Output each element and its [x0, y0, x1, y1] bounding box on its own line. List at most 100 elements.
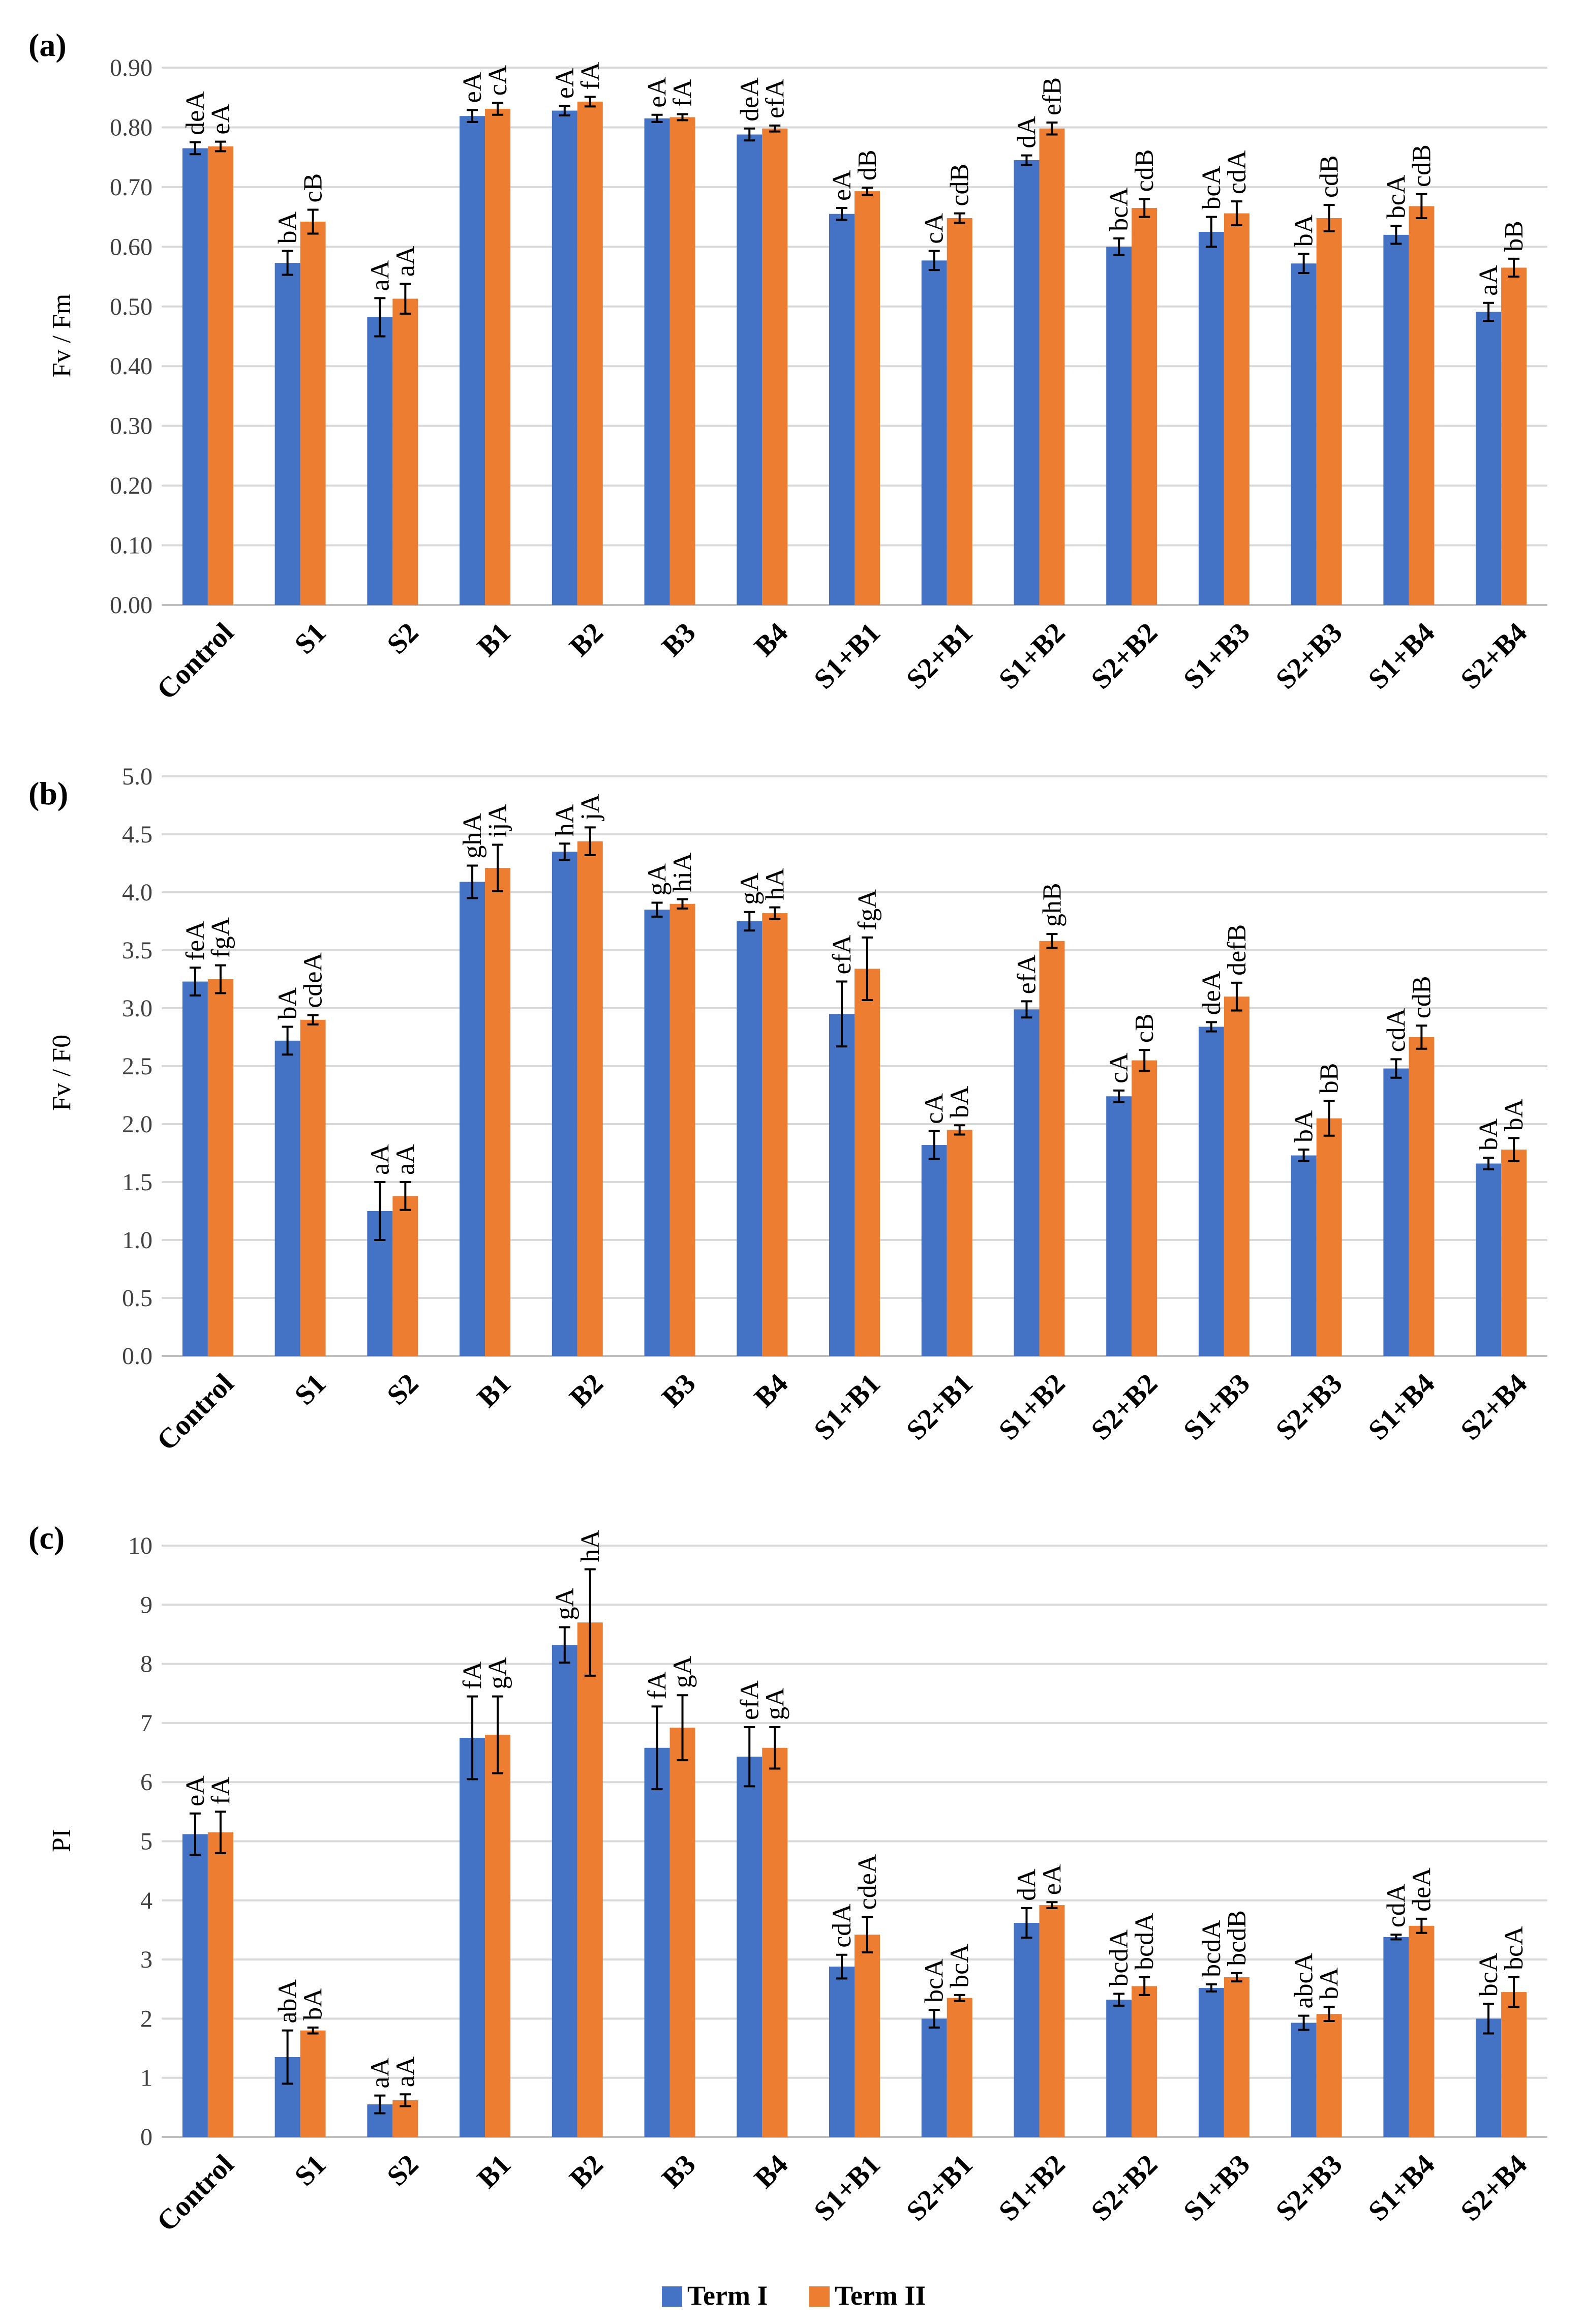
bar [182, 1834, 208, 2137]
bar [1501, 1150, 1527, 1356]
category-label: S1+B4 [1362, 1368, 1441, 1446]
significance-label: bA [1500, 1098, 1529, 1131]
significance-label: aA [365, 2058, 394, 2089]
bar [921, 260, 947, 605]
significance-label: hA [576, 1530, 605, 1562]
bar [1039, 941, 1065, 1356]
panel-label: (a) [28, 27, 67, 63]
bar [1198, 1027, 1224, 1356]
significance-label: efA [1012, 954, 1041, 994]
category-label: S1+B3 [1177, 617, 1256, 695]
bar [485, 1735, 511, 2137]
bar [947, 1998, 972, 2137]
bar [182, 148, 208, 605]
significance-label: bcA [946, 1944, 974, 1988]
bar [1039, 128, 1065, 605]
bar [460, 882, 485, 1356]
bar [762, 913, 788, 1356]
significance-label: hA [760, 868, 789, 900]
significance-label: bA [1315, 1967, 1344, 2000]
y-tick-label: 5.0 [122, 763, 153, 790]
significance-label: hiA [668, 852, 697, 892]
bar [460, 116, 485, 605]
y-tick-label: 4.0 [122, 879, 153, 906]
bar [947, 218, 972, 606]
bar [207, 1832, 233, 2137]
legend-swatch-term-2 [809, 2286, 830, 2307]
bar [1409, 206, 1435, 606]
bar [855, 191, 880, 605]
significance-label: dA [1012, 116, 1041, 148]
significance-label: fA [643, 1671, 672, 1699]
significance-label: bcdB [1223, 1910, 1252, 1966]
y-tick-label: 0.30 [110, 413, 153, 440]
significance-label: ijA [483, 804, 512, 838]
significance-label: bcdA [1130, 1913, 1159, 1970]
significance-label: abcA [1290, 1952, 1319, 2008]
legend-swatch-term-1 [662, 2286, 682, 2307]
bar [669, 903, 695, 1356]
significance-label: fgA [853, 889, 882, 930]
significance-label: gA [735, 872, 764, 905]
bar [1014, 1009, 1040, 1356]
significance-label: efA [828, 934, 857, 974]
significance-label: bcA [1474, 1952, 1503, 1997]
bar [1224, 997, 1249, 1356]
category-label: Control [151, 1368, 240, 1457]
significance-label: bB [1500, 221, 1529, 252]
bar [182, 981, 208, 1356]
category-label: S2+B2 [1085, 1368, 1164, 1446]
y-tick-label: 10 [128, 1532, 153, 1559]
y-tick-label: 9 [140, 1591, 153, 1618]
category-label: S2 [381, 617, 425, 660]
bar [1409, 1925, 1435, 2137]
bar [669, 1728, 695, 2137]
bar [1132, 1986, 1157, 2137]
bar [1224, 1977, 1249, 2137]
category-label: S1+B4 [1362, 2149, 1441, 2227]
significance-label: cdB [1315, 155, 1344, 198]
y-axis-label: Fv / F0 [47, 1035, 76, 1111]
y-tick-label: 3.0 [122, 995, 153, 1022]
bar [300, 222, 326, 605]
significance-label: fgA [206, 917, 235, 958]
bar [762, 128, 788, 605]
significance-label: bcA [1105, 187, 1134, 231]
y-tick-label: 0.40 [110, 353, 153, 380]
bar [1383, 1937, 1409, 2137]
significance-label: efB [1038, 77, 1066, 115]
bar [1291, 263, 1317, 605]
significance-label: feA [181, 921, 210, 960]
significance-label: cB [299, 173, 328, 203]
bar [1291, 2023, 1317, 2137]
category-label: S2 [381, 2149, 425, 2192]
significance-label: gA [483, 1657, 512, 1689]
y-tick-label: 7 [140, 1710, 153, 1737]
legend-label-term-2: Term II [835, 2280, 926, 2311]
significance-label: dA [1012, 1868, 1041, 1901]
bar [1224, 213, 1249, 605]
bar [1501, 1992, 1527, 2137]
y-tick-label: 0.00 [110, 592, 153, 619]
category-label: S1+B1 [808, 2149, 886, 2227]
bar [644, 1747, 670, 2137]
significance-label: aA [365, 1144, 394, 1175]
bar [921, 1145, 947, 1356]
significance-label: gA [760, 1687, 789, 1720]
legend-label-term-1: Term I [687, 2280, 768, 2311]
bar [1132, 207, 1157, 605]
significance-label: gA [643, 863, 672, 896]
y-tick-label: 0.0 [122, 1343, 153, 1370]
significance-label: deA [181, 91, 210, 135]
category-label: S2+B3 [1270, 2149, 1348, 2227]
bar [1106, 2000, 1132, 2137]
y-tick-label: 2 [140, 2005, 153, 2032]
significance-label: fA [206, 1776, 235, 1804]
significance-label: eA [1038, 1864, 1066, 1895]
bar [1316, 1118, 1342, 1356]
significance-label: fA [668, 79, 697, 107]
significance-label: bB [1315, 1063, 1344, 1094]
significance-label: cdeA [853, 1854, 882, 1910]
category-label: B1 [471, 1368, 517, 1413]
